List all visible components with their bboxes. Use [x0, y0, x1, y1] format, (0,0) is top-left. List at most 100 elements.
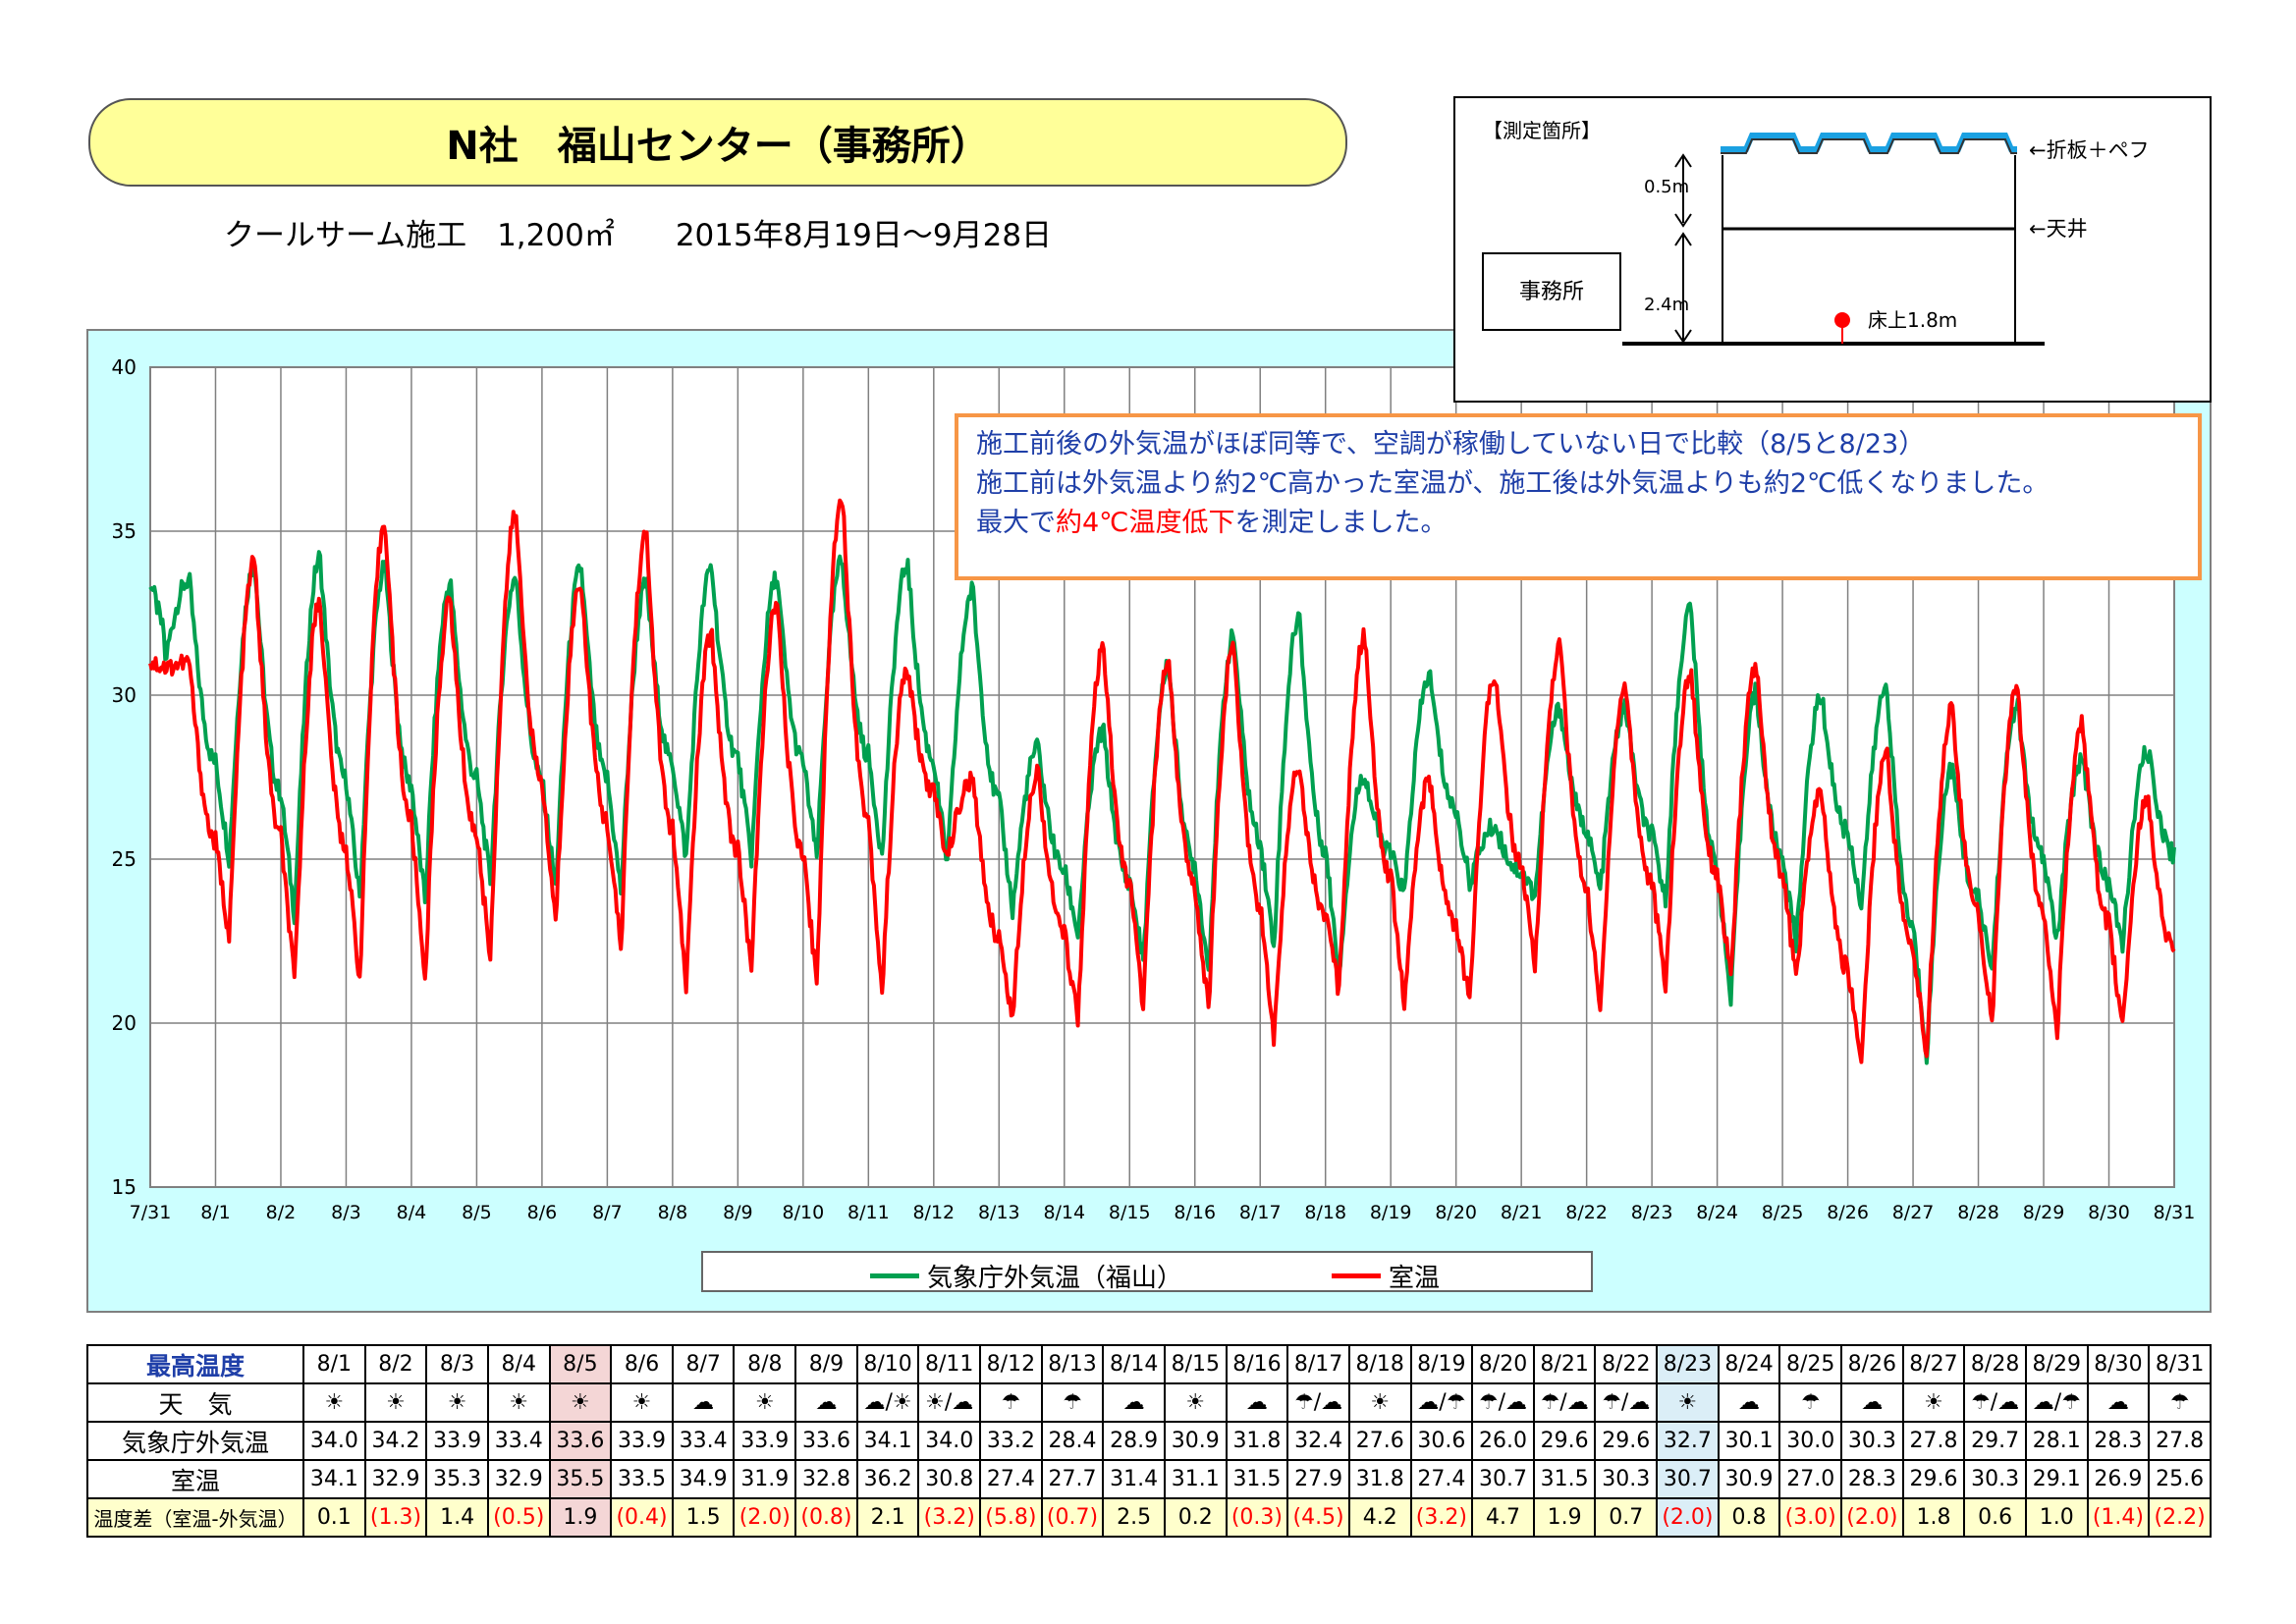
table-row-outdoor-cell: 31.8 — [1225, 1421, 1289, 1461]
table-row-diff-cell: (2.0) — [1656, 1497, 1720, 1538]
table-row-room-label: 室温 — [86, 1459, 304, 1499]
table-row-room-cell: 31.9 — [733, 1459, 797, 1499]
legend-swatch-room — [1332, 1273, 1381, 1278]
table-row-dates-cell: 8/4 — [486, 1344, 551, 1384]
table-row-outdoor-cell: 33.9 — [425, 1421, 489, 1461]
table-row-weather-cell: ☀ — [1901, 1382, 1966, 1423]
callout-line-1: 施工前後の外気温がほぼ同等で、空調が稼働していない日で比較（8/5と8/23） — [976, 429, 1926, 460]
table-row-room-cell: 30.8 — [917, 1459, 982, 1499]
table-row-weather-cell: ☀/☁ — [917, 1382, 982, 1423]
x-tick-label: 8/1 — [200, 1202, 231, 1223]
table-row-dates-cell: 8/30 — [2086, 1344, 2151, 1384]
table-row-weather-cell: ☁ — [671, 1382, 736, 1423]
table-row-diff-cell: (3.2) — [917, 1497, 982, 1538]
table-row-diff-cell: 4.7 — [1471, 1497, 1535, 1538]
table-row-outdoor-cell: 33.4 — [671, 1421, 736, 1461]
table-row-room-cell: 29.1 — [2024, 1459, 2089, 1499]
table-row-dates: 最高温度 8/1 8/2 8/3 8/4 8/5 8/6 8/7 8/8 8/9 8/10 8/11 8… — [86, 1344, 2212, 1384]
x-tick-label: 8/31 — [2154, 1202, 2196, 1223]
table-row-outdoor: 気象庁外気温 34.0 34.2 33.9 33.4 33.6 33.9 33.4 33.9 33… — [86, 1421, 2212, 1461]
x-tick-label: 8/26 — [1827, 1202, 1869, 1223]
table-row-outdoor-cell: 30.0 — [1778, 1421, 1843, 1461]
table-row-outdoor-cell: 34.0 — [302, 1421, 366, 1461]
table-row-room-cell: 31.8 — [1347, 1459, 1412, 1499]
table-row-weather-cell: ☁/☂ — [2024, 1382, 2089, 1423]
x-tick-label: 8/18 — [1304, 1202, 1346, 1223]
table-row-room-cell: 34.1 — [302, 1459, 366, 1499]
roof-panel-inner — [1721, 138, 2017, 154]
table-row-room-cell: 26.9 — [2086, 1459, 2151, 1499]
table-row-diff-cell: (2.0) — [733, 1497, 797, 1538]
x-tick-label: 8/17 — [1239, 1202, 1282, 1223]
table-row-room-cell: 29.6 — [1901, 1459, 1966, 1499]
building-section-drawing: 【測定箇所】 0.5m 2.4m 事務所 ←折板＋ペフ ←天井 床上1.8m — [1482, 119, 2150, 346]
table-row-room: 室温 34.1 32.9 35.3 32.9 35.5 33.5 34.9 31.9 32.8 36… — [86, 1459, 2212, 1499]
x-tick-label: 7/31 — [130, 1202, 172, 1223]
table-row-room-cell: 27.4 — [979, 1459, 1043, 1499]
table-row-room-cell: 32.8 — [794, 1459, 858, 1499]
table-row-weather-cell: ☂/☁ — [1286, 1382, 1350, 1423]
table-row-outdoor-cell: 33.2 — [979, 1421, 1043, 1461]
table-row-outdoor-cell: 33.6 — [548, 1421, 613, 1461]
table-row-weather-cell: ☂/☁ — [1594, 1382, 1659, 1423]
table-row-room-cell: 32.9 — [486, 1459, 551, 1499]
table-row-diff-cell: (2.0) — [1840, 1497, 1904, 1538]
table-row-dates-cell: 8/21 — [1532, 1344, 1597, 1384]
x-tick-label: 8/7 — [592, 1202, 623, 1223]
table-row-room-cell: 27.9 — [1286, 1459, 1350, 1499]
page-title: N社 福山センター（事務所） — [88, 98, 1347, 187]
table-row-diff-cell: 0.2 — [1163, 1497, 1228, 1538]
table-row-dates-cell: 8/19 — [1409, 1344, 1474, 1384]
table-row-dates-cell: 8/24 — [1717, 1344, 1781, 1384]
table-row-room-cell: 28.3 — [1840, 1459, 1904, 1499]
table-row-weather-cell: ☂ — [2148, 1382, 2212, 1423]
sensor-dot-icon — [1834, 312, 1850, 328]
table-row-dates-cell: 8/1 — [302, 1344, 366, 1384]
table-row-weather-cell: ☁/☀ — [855, 1382, 920, 1423]
table-row-weather-cell: ☀ — [486, 1382, 551, 1423]
x-tick-label: 8/11 — [847, 1202, 890, 1223]
x-tick-label: 8/30 — [2088, 1202, 2130, 1223]
table-row-dates-cell: 8/28 — [1963, 1344, 2027, 1384]
table-row-room-cell: 30.9 — [1717, 1459, 1781, 1499]
legend-item-outdoor: 気象庁外気温（福山） — [870, 1258, 1182, 1294]
table-row-dates-label: 最高温度 — [86, 1344, 304, 1384]
table-row-outdoor-cell: 29.6 — [1532, 1421, 1597, 1461]
table-row-diff-cell: (0.3) — [1225, 1497, 1289, 1538]
table-row-room-cell: 34.9 — [671, 1459, 736, 1499]
table-row-diff-cell: 2.1 — [855, 1497, 920, 1538]
table-row-diff-label: 温度差（室温-外気温） — [86, 1497, 304, 1538]
callout-highlight: 約4℃温度低下 — [1056, 508, 1235, 538]
table-row-outdoor-cell: 30.9 — [1163, 1421, 1228, 1461]
callout-box: 施工前後の外気温がほぼ同等で、空調が稼働していない日で比較（8/5と8/23） … — [955, 413, 2202, 580]
table-row-dates-cell: 8/20 — [1471, 1344, 1535, 1384]
table-row-dates-cell: 8/12 — [979, 1344, 1043, 1384]
table-row-room-cell: 32.9 — [363, 1459, 428, 1499]
chart-legend: 気象庁外気温（福山） 室温 — [701, 1251, 1593, 1294]
table-row-weather-cell: ☀ — [363, 1382, 428, 1423]
measurement-diagram: 【測定箇所】 0.5m 2.4m 事務所 ←折板＋ペフ ←天井 床上1.8m — [1453, 96, 2212, 403]
table-row-dates-cell: 8/22 — [1594, 1344, 1659, 1384]
callout-line-2: 施工前は外気温より約2℃高かった室温が、施工後は外気温よりも約2℃低くなりました… — [976, 468, 2050, 499]
table-row-dates-cell: 8/11 — [917, 1344, 982, 1384]
table-row-weather-cell: ☁/☂ — [1409, 1382, 1474, 1423]
table-row-diff-cell: (4.5) — [1286, 1497, 1350, 1538]
arrow-up-icon — [1674, 153, 1692, 168]
table-row-weather-cell: ☁ — [1717, 1382, 1781, 1423]
table-row-weather-cell: ☁ — [794, 1382, 858, 1423]
arrow-up-icon — [1674, 232, 1692, 246]
x-tick-label: 8/19 — [1370, 1202, 1412, 1223]
table-row-outdoor-cell: 29.7 — [1963, 1421, 2027, 1461]
table-row-diff-cell: (0.8) — [794, 1497, 858, 1538]
table-row-dates-cell: 8/25 — [1778, 1344, 1843, 1384]
table-row-diff-cell: 1.9 — [548, 1497, 613, 1538]
x-tick-label: 8/13 — [978, 1202, 1020, 1223]
table-row-room-cell: 27.7 — [1040, 1459, 1105, 1499]
table-row-dates-cell: 8/15 — [1163, 1344, 1228, 1384]
table-row-weather-cell: ☀ — [548, 1382, 613, 1423]
table-row-room-cell: 33.5 — [610, 1459, 674, 1499]
y-tick-label: 30 — [112, 683, 137, 707]
table-row-dates-cell: 8/26 — [1840, 1344, 1904, 1384]
x-tick-label: 8/21 — [1501, 1202, 1543, 1223]
daily-max-temperature-table: 最高温度 8/1 8/2 8/3 8/4 8/5 8/6 8/7 8/8 8/9 8/10 8/11 8… — [86, 1344, 2212, 1538]
